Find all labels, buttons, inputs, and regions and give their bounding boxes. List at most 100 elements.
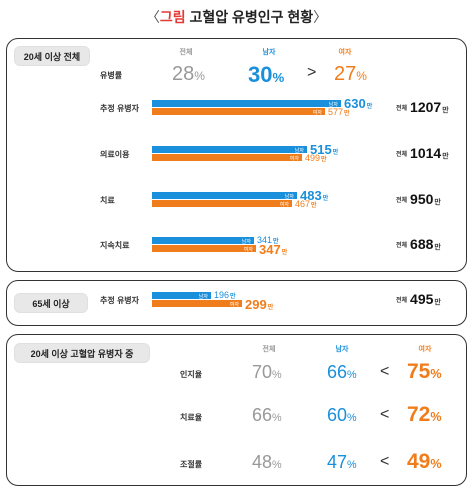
section1-row2-female-bar-label: 여자 [279, 201, 289, 208]
rate-compare: < [380, 363, 390, 380]
rate-male: 60% [327, 405, 357, 426]
section1-row2-male-bar-label: 남자 [284, 193, 294, 200]
section1-row2-male-bar [152, 192, 297, 199]
section3-tag: 20세 이상 고혈압 유병자 중 [14, 343, 150, 363]
section1-row3-male-bar-label: 남자 [241, 238, 251, 245]
rate-total-value: 66 [252, 405, 273, 425]
rate-total-unit: % [272, 412, 282, 424]
prevalence-total-unit: % [194, 69, 205, 83]
section1-row1-male-bar [152, 146, 307, 153]
rate-male-unit: % [347, 459, 357, 471]
section1-row2-male-value: 483만 [300, 188, 329, 203]
header-male: 남자 [262, 49, 276, 56]
section2-row0-male-unit: 만 [230, 294, 236, 300]
section1-row1-row-label: 의료이용 [100, 150, 130, 159]
title-close-bracket: 〉 [313, 9, 328, 25]
rate-male-value: 60 [327, 405, 348, 425]
section1-row3-male-value: 341만 [257, 235, 279, 245]
section2-row0-row-label: 추정 유병자 [100, 296, 140, 305]
section1-row1-total-unit: 만 [442, 153, 449, 160]
section1-row3-female-bar [152, 245, 256, 252]
section2-row0-total-unit: 만 [434, 299, 441, 306]
rate-female-unit: % [430, 410, 442, 424]
section1-row3-total-unit: 만 [434, 244, 441, 251]
rate-label: 조절률 [180, 460, 203, 469]
rate-compare: < [380, 406, 390, 423]
section1-row0-female-value: 577만 [328, 107, 350, 117]
section2-row0-female-unit: 만 [267, 305, 274, 311]
section1-row3-male-bar [152, 237, 254, 244]
header-female: 여자 [338, 49, 352, 56]
section1-row2-total-label: 전체 [396, 198, 408, 204]
section1-row0-total-unit: 만 [442, 107, 449, 114]
section1-row0-male-bar [152, 100, 341, 107]
section1-tag: 20세 이상 전체 [14, 46, 90, 66]
section1-row3-row-label: 지속치료 [100, 241, 130, 250]
header-total: 전체 [179, 49, 193, 56]
prevalence-compare: > [307, 64, 317, 81]
section1-row1-female-bar [152, 154, 302, 161]
section1-row2-total-value: 950 [410, 191, 434, 207]
rate-label: 치료율 [180, 413, 203, 422]
prevalence-label: 유병률 [100, 71, 123, 80]
prevalence-female-value: 27 [334, 63, 357, 85]
section1-row0-male-bar-label: 남자 [328, 101, 338, 108]
rate-female-unit: % [430, 457, 442, 471]
section1-row1-total: 전체 1014만 [396, 145, 449, 163]
rate-male: 66% [327, 362, 357, 383]
section2-row0-total-label: 전체 [396, 298, 408, 304]
section3-header-male: 남자 [335, 346, 349, 353]
rate-total: 70% [252, 362, 282, 383]
section2-row0-male-bar-label: 남자 [198, 293, 208, 300]
section2-row0-total: 전체 495만 [396, 291, 441, 309]
section1-row0-male-unit: 만 [366, 104, 373, 110]
section1-row3-total: 전체 688만 [396, 236, 441, 254]
rate-male-value: 66 [327, 362, 348, 382]
prevalence-male: 30% [248, 62, 284, 88]
section1-row0-total-label: 전체 [396, 106, 408, 112]
prevalence-male-value: 30 [248, 62, 273, 87]
section1-row0-female-bar-label: 여자 [312, 109, 322, 116]
section2-row0-female-bar [152, 300, 242, 307]
section2-row0-female-bar-label: 여자 [229, 301, 239, 308]
section1-row1-female-value: 499만 [305, 153, 327, 163]
section1-row2-female-value: 467만 [295, 199, 317, 209]
section2-tag: 65세 이상 [14, 293, 88, 313]
section1-row2-female-bar [152, 200, 292, 207]
section2-row0-female-value: 299만 [245, 297, 274, 312]
prevalence-total: 28% [172, 63, 205, 86]
figure-title: 〈그림 고혈압 유병인구 현황〉 [0, 7, 473, 27]
title-highlight: 그림 [159, 9, 186, 25]
rate-total: 66% [252, 405, 282, 426]
rate-male-value: 47 [327, 452, 348, 472]
section3-header-total: 전체 [262, 346, 276, 353]
prevalence-male-unit: % [272, 70, 285, 85]
section2-row0-male-bar [152, 292, 211, 299]
rate-male-unit: % [347, 369, 357, 381]
section1-row2-row-label: 치료 [100, 196, 115, 205]
section1-row0-male-value: 630만 [344, 96, 373, 111]
section1-row3-female-bar-label: 여자 [243, 246, 253, 253]
section1-row0-total: 전체 1207만 [396, 99, 449, 117]
rate-male-unit: % [347, 412, 357, 424]
section1-row2-total: 전체 950만 [396, 191, 441, 209]
rate-total-value: 70 [252, 362, 273, 382]
section1-row1-total-value: 1014 [410, 145, 442, 161]
rate-female: 75% [407, 360, 442, 384]
section1-row2-total-unit: 만 [434, 199, 441, 206]
rate-female-unit: % [430, 367, 442, 381]
section1-row3-total-label: 전체 [396, 243, 408, 249]
section1-row1-male-unit: 만 [332, 150, 339, 156]
section1-row1-male-value: 515만 [310, 142, 339, 157]
section1-row2-male-unit: 만 [322, 196, 329, 202]
rate-female-value: 49 [407, 450, 431, 473]
section1-row0-total-value: 1207 [410, 99, 442, 115]
rate-total: 48% [252, 452, 282, 473]
section1-row1-total-label: 전체 [396, 152, 408, 158]
section1-row1-female-bar-label: 여자 [289, 155, 299, 162]
rate-male: 47% [327, 452, 357, 473]
prevalence-female: 27% [334, 63, 367, 86]
rate-label: 인지율 [180, 370, 203, 379]
rate-compare: < [380, 453, 390, 470]
rate-female-value: 75 [407, 360, 431, 383]
